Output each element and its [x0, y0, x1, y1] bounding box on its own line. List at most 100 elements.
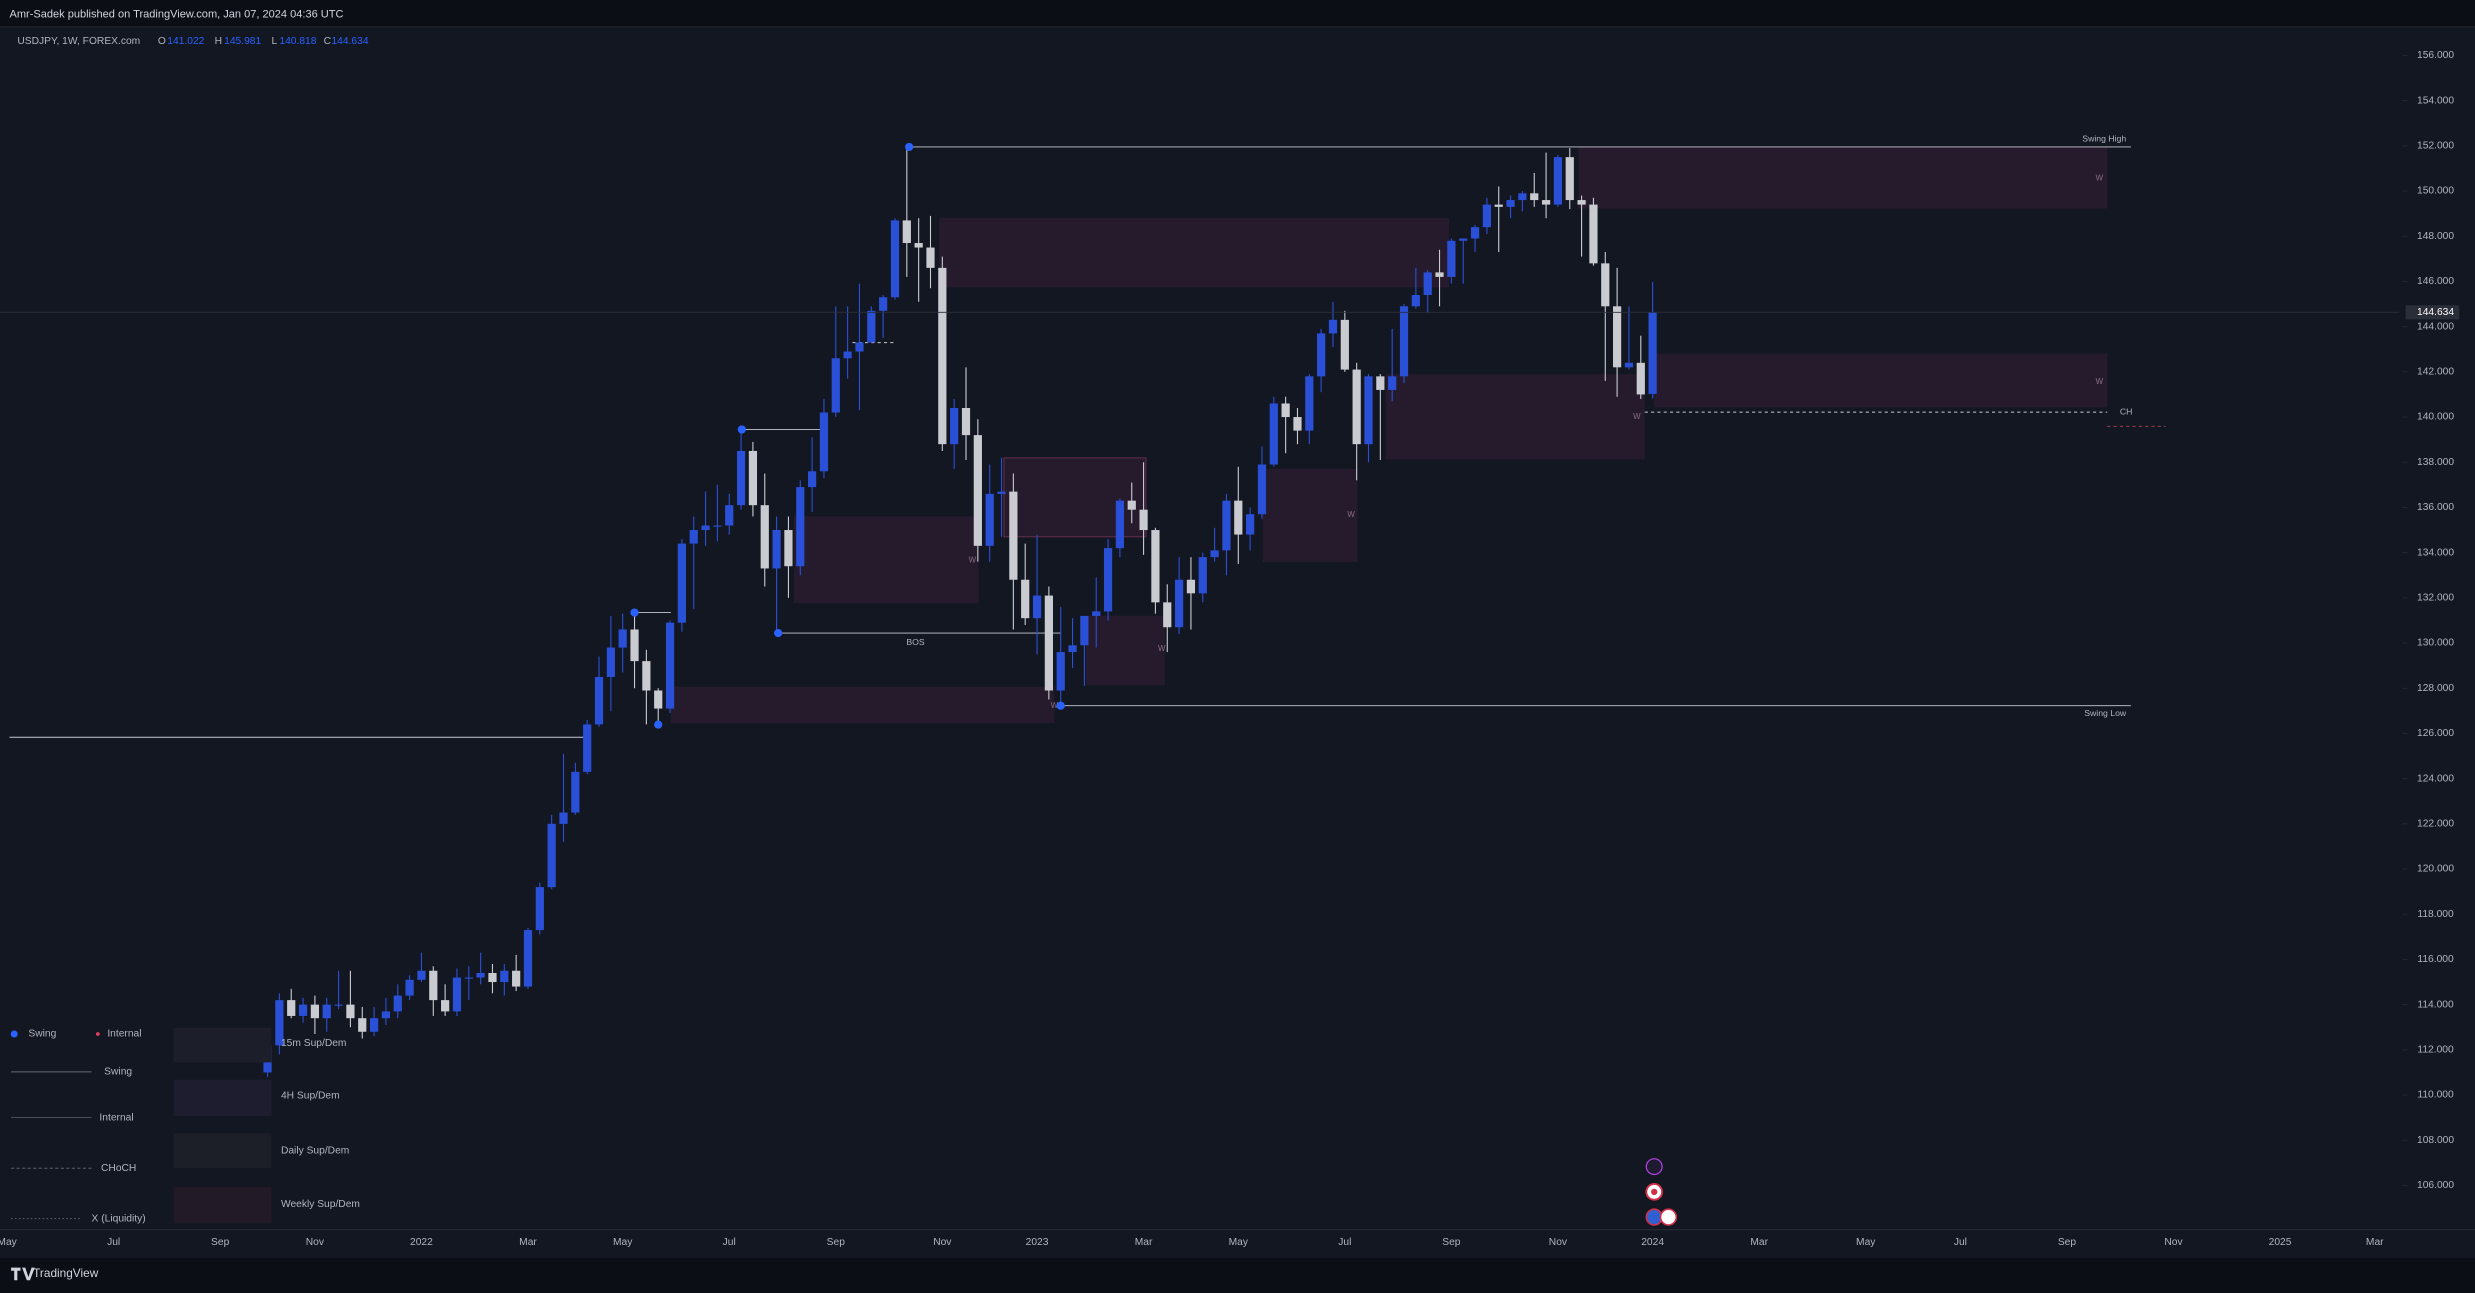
- y-tick-label: 120.000: [2417, 864, 2454, 875]
- swing-point: [737, 425, 746, 434]
- candle-body: [1032, 595, 1042, 619]
- legend-box: [173, 1187, 272, 1224]
- legend-text: Weekly Sup/Dem: [281, 1199, 360, 1210]
- x-tick-label: Nov: [1549, 1237, 1568, 1248]
- candle-body: [358, 1018, 367, 1032]
- candle-body: [1447, 240, 1456, 277]
- candle-body: [1246, 514, 1255, 535]
- x-tick-label: Jul: [1338, 1237, 1351, 1248]
- candle-body: [1103, 548, 1113, 612]
- x-tick-label: Jul: [1954, 1237, 1967, 1248]
- x-tick-label: Nov: [306, 1237, 325, 1248]
- structure-lines: Swing High Swing Low BOS CH W W W W W W …: [9, 133, 2166, 738]
- candle-body: [500, 970, 509, 983]
- swing-points: [630, 142, 1065, 729]
- y-tick-label: 154.000: [2417, 95, 2454, 106]
- candle-body: [1056, 652, 1065, 691]
- brand: TradingView: [33, 1266, 99, 1280]
- candle-body: [689, 530, 698, 544]
- legend-text: Swing: [28, 1029, 56, 1040]
- candle-body: [1340, 319, 1349, 370]
- candle-body: [867, 310, 876, 343]
- candle-body: [961, 407, 971, 436]
- candle-body: [1470, 227, 1480, 239]
- candle-body: [654, 690, 663, 709]
- candle-body: [1186, 579, 1196, 594]
- y-tick-label: 142.000: [2417, 367, 2454, 378]
- candle-body: [1293, 417, 1302, 431]
- y-tick-label: 134.000: [2417, 547, 2454, 558]
- event-icons: [1645, 1158, 1678, 1226]
- candle-body: [298, 1004, 308, 1016]
- candle-body: [1494, 204, 1503, 207]
- candle-body: [665, 622, 675, 709]
- candle-body: [1577, 200, 1586, 205]
- y-tick-label: 112.000: [2417, 1045, 2454, 1056]
- zone: [1085, 615, 1165, 686]
- candle-body: [1257, 464, 1267, 515]
- candle-body: [547, 823, 556, 888]
- choch-label: CH: [2120, 406, 2133, 416]
- candle-body: [760, 505, 769, 569]
- legend-text: Internal: [107, 1029, 141, 1040]
- candle-body: [890, 220, 900, 298]
- swing-high-label: Swing High: [2082, 133, 2126, 143]
- candle-body: [287, 1000, 296, 1016]
- zone: [793, 516, 979, 604]
- candle-body: [476, 972, 485, 978]
- candle-body: [464, 977, 473, 979]
- zone: [939, 217, 1450, 288]
- x-tick-label: May: [0, 1237, 18, 1248]
- y-tick-label: 146.000: [2417, 276, 2454, 287]
- candle-body: [1636, 362, 1645, 395]
- candle-body: [417, 970, 426, 980]
- legend-text: CHoCH: [101, 1163, 136, 1174]
- x-tick-label: Sep: [211, 1237, 230, 1248]
- candle-body: [1080, 615, 1089, 646]
- y-tick-label: 152.000: [2417, 141, 2454, 152]
- candle-body: [1174, 579, 1184, 628]
- candle-body: [1044, 595, 1053, 691]
- x-tick-label: 2024: [1641, 1237, 1664, 1248]
- candle-body: [1506, 200, 1515, 207]
- weak-label: W: [1347, 510, 1355, 519]
- candle-body: [997, 491, 1006, 494]
- legend-text: X (Liquidity): [92, 1213, 146, 1224]
- x-tick-label: Jul: [107, 1237, 120, 1248]
- candle-body: [950, 407, 959, 445]
- candle-body: [1352, 369, 1361, 445]
- candle-body: [1530, 193, 1539, 201]
- candle-body: [973, 435, 982, 546]
- candle-body: [748, 450, 758, 506]
- y-tick-label: 126.000: [2417, 728, 2454, 739]
- candle-body: [1281, 403, 1290, 418]
- candle-body: [393, 995, 402, 1012]
- candle-body: [914, 243, 923, 248]
- candle-body: [1139, 509, 1148, 531]
- zone: [670, 686, 1055, 724]
- zone: [1003, 457, 1147, 538]
- candle-body: [902, 220, 911, 244]
- x-tick-label: Jul: [723, 1237, 736, 1248]
- candle-body: [1601, 263, 1610, 307]
- candle-body: [1648, 312, 1657, 394]
- candle-body: [594, 676, 604, 725]
- event-icon: [1659, 1208, 1678, 1226]
- y-tick-label: 128.000: [2417, 683, 2454, 694]
- candle-body: [736, 450, 746, 506]
- y-tick-label: 156.000: [2417, 50, 2454, 61]
- candle-body: [571, 771, 580, 813]
- y-tick-label: 118.000: [2417, 909, 2454, 920]
- y-tick-label: 144.000: [2417, 321, 2454, 332]
- candle-body: [1364, 376, 1373, 445]
- ohlc-key: O: [158, 36, 166, 47]
- weak-label: W: [969, 556, 977, 565]
- swing-point: [630, 608, 639, 617]
- swing-low-label: Swing Low: [2084, 708, 2127, 718]
- y-tick-label: 132.000: [2417, 593, 2454, 604]
- candle-body: [310, 1004, 320, 1019]
- legend-panel: Swing Internal Swing Internal CHoCH X (L…: [10, 1027, 360, 1224]
- x-tick-label: Mar: [1750, 1237, 1768, 1248]
- y-tick-label: 110.000: [2417, 1090, 2454, 1101]
